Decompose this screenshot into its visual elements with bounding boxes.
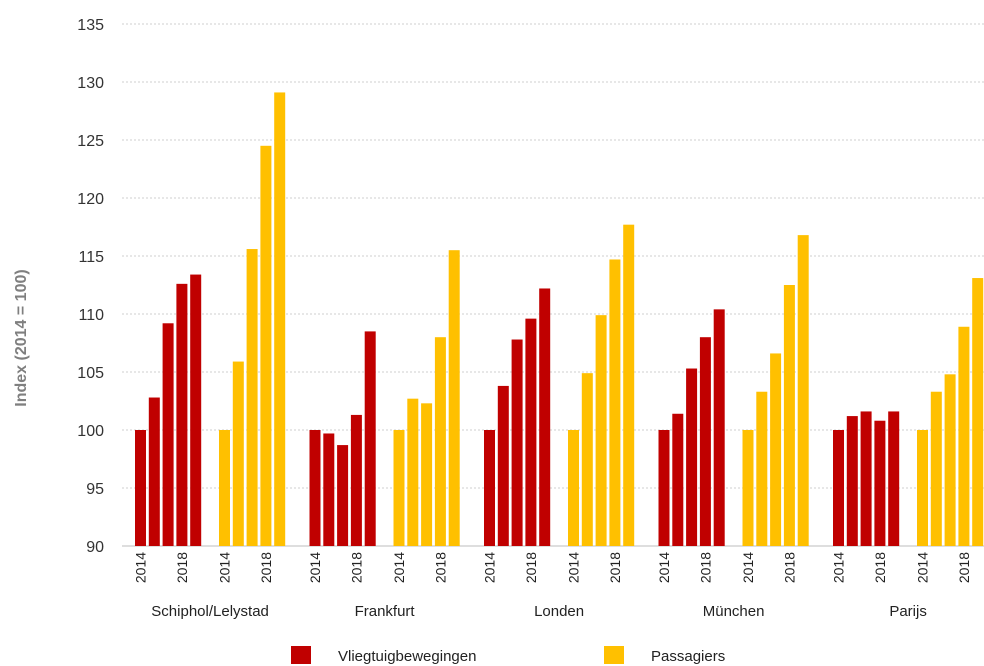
legend-label: Vliegtuigbewegingen bbox=[338, 648, 476, 665]
x-tick-label: 2018 bbox=[348, 552, 364, 583]
bar-vliegtuigbewegingen-2014 bbox=[658, 430, 670, 546]
y-tick-label: 90 bbox=[86, 539, 104, 556]
x-tick-label: 2014 bbox=[133, 552, 149, 583]
legend-swatch-vliegtuigbewegingen bbox=[291, 646, 311, 664]
bar-passagiers-2016 bbox=[246, 249, 258, 547]
bar-vliegtuigbewegingen-2014 bbox=[309, 430, 321, 546]
bar-vliegtuigbewegingen-2017 bbox=[350, 414, 362, 546]
group-label: Schiphol/Lelystad bbox=[151, 603, 269, 620]
x-tick-label: 2018 bbox=[872, 552, 888, 583]
y-axis-ticks: 90 95 100 105 110 115 120 125 130 135 bbox=[77, 17, 104, 556]
bar-vliegtuigbewegingen-2016 bbox=[686, 368, 698, 546]
bar-vliegtuigbewegingen-2017 bbox=[699, 337, 711, 546]
bar-vliegtuigbewegingen-2016 bbox=[860, 411, 872, 546]
x-tick-label: 2018 bbox=[258, 552, 274, 583]
bar-passagiers-2015 bbox=[930, 391, 942, 546]
x-tick-label: 2014 bbox=[831, 552, 847, 583]
y-tick-label: 105 bbox=[77, 365, 104, 382]
x-tick-label: 2014 bbox=[482, 552, 498, 583]
bar-vliegtuigbewegingen-2018 bbox=[713, 309, 725, 546]
bar-passagiers-2014 bbox=[568, 430, 579, 546]
group-labels: Schiphol/Lelystad Frankfurt Londen München P… bbox=[151, 603, 927, 620]
x-tick-label: 2014 bbox=[307, 552, 323, 583]
bar-passagiers-2018 bbox=[448, 250, 460, 546]
bar-passagiers-2018 bbox=[972, 278, 984, 546]
x-tick-label: 2014 bbox=[217, 552, 233, 583]
bar-passagiers-2014 bbox=[219, 430, 230, 546]
y-tick-label: 110 bbox=[78, 307, 104, 324]
x-tick-label: 2014 bbox=[740, 552, 756, 583]
x-tick-label: 2018 bbox=[432, 552, 448, 583]
bar-passagiers-2017 bbox=[609, 259, 621, 546]
bar-vliegtuigbewegingen-2015 bbox=[323, 433, 335, 546]
bar-passagiers-2014 bbox=[917, 430, 928, 546]
legend: Vliegtuigbewegingen Passagiers bbox=[291, 646, 725, 665]
x-tick-label: 2014 bbox=[656, 552, 672, 583]
bar-vliegtuigbewegingen-2018 bbox=[190, 274, 202, 546]
bars bbox=[135, 92, 984, 547]
bar-vliegtuigbewegingen-2018 bbox=[539, 288, 551, 546]
x-tick-label: 2018 bbox=[607, 552, 623, 583]
y-tick-label: 100 bbox=[77, 423, 104, 440]
bar-vliegtuigbewegingen-2017 bbox=[525, 318, 537, 546]
y-tick-label: 120 bbox=[77, 191, 104, 208]
bar-vliegtuigbewegingen-2015 bbox=[846, 416, 858, 546]
y-tick-label: 135 bbox=[77, 17, 104, 34]
y-tick-label: 125 bbox=[77, 133, 104, 150]
x-tick-label: 2014 bbox=[915, 552, 931, 583]
bar-vliegtuigbewegingen-2014 bbox=[135, 430, 146, 546]
group-label: Londen bbox=[534, 603, 584, 620]
bar-vliegtuigbewegingen-2015 bbox=[497, 385, 509, 546]
bar-passagiers-2014 bbox=[393, 430, 405, 546]
bar-passagiers-2017 bbox=[958, 326, 970, 546]
bar-passagiers-2015 bbox=[407, 398, 419, 546]
x-tick-label: 2018 bbox=[523, 552, 539, 583]
bar-vliegtuigbewegingen-2018 bbox=[888, 411, 900, 546]
bar-passagiers-2017 bbox=[434, 337, 446, 546]
bar-vliegtuigbewegingen-2016 bbox=[511, 339, 523, 546]
x-tick-label: 2014 bbox=[566, 552, 582, 583]
group-label: Frankfurt bbox=[355, 603, 416, 620]
bar-vliegtuigbewegingen-2014 bbox=[833, 430, 844, 546]
bar-vliegtuigbewegingen-2018 bbox=[364, 331, 376, 546]
bar-passagiers-2016 bbox=[421, 403, 433, 546]
bar-vliegtuigbewegingen-2015 bbox=[672, 413, 684, 546]
y-axis-title: Index (2014 = 100) bbox=[13, 269, 30, 406]
bar-vliegtuigbewegingen-2014 bbox=[484, 430, 495, 546]
bar-passagiers-2015 bbox=[581, 373, 593, 546]
legend-swatch-passagiers bbox=[604, 646, 624, 664]
group-label: Parijs bbox=[889, 603, 927, 620]
bar-vliegtuigbewegingen-2016 bbox=[337, 445, 349, 546]
y-tick-label: 115 bbox=[78, 249, 104, 266]
bar-vliegtuigbewegingen-2016 bbox=[162, 323, 174, 546]
x-tick-label: 2018 bbox=[697, 552, 713, 583]
bar-passagiers-2014 bbox=[742, 430, 754, 546]
bar-vliegtuigbewegingen-2017 bbox=[176, 283, 188, 546]
x-axis-ticks: 2014 2018 2014 2018 2014 2018 2014 2018 2014 2018… bbox=[133, 552, 972, 583]
y-tick-label: 95 bbox=[86, 481, 104, 498]
bar-passagiers-2016 bbox=[770, 353, 782, 546]
bar-vliegtuigbewegingen-2015 bbox=[148, 397, 160, 546]
bar-passagiers-2016 bbox=[595, 315, 607, 546]
legend-label: Passagiers bbox=[651, 648, 725, 665]
group-label: München bbox=[703, 603, 765, 620]
x-tick-label: 2018 bbox=[781, 552, 797, 583]
y-tick-label: 130 bbox=[77, 75, 104, 92]
bar-vliegtuigbewegingen-2017 bbox=[874, 420, 886, 546]
bar-passagiers-2016 bbox=[944, 374, 956, 546]
x-tick-label: 2014 bbox=[391, 552, 407, 583]
bar-passagiers-2017 bbox=[260, 145, 272, 547]
x-tick-label: 2018 bbox=[174, 552, 190, 583]
bar-passagiers-2018 bbox=[797, 235, 809, 546]
bar-passagiers-2018 bbox=[274, 92, 286, 546]
x-tick-label: 2018 bbox=[956, 552, 972, 583]
bar-passagiers-2017 bbox=[783, 285, 795, 546]
bar-passagiers-2015 bbox=[756, 391, 768, 546]
bar-passagiers-2018 bbox=[623, 224, 635, 546]
bar-passagiers-2015 bbox=[232, 361, 244, 546]
